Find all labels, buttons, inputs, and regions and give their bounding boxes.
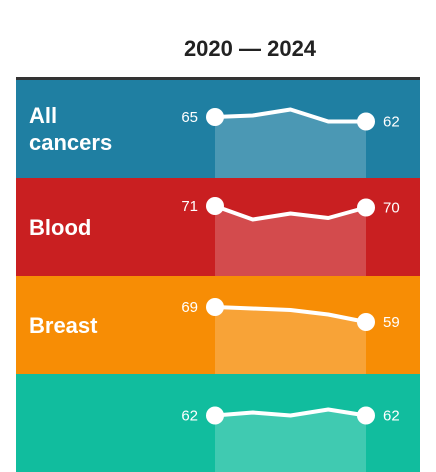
series-area bbox=[215, 206, 366, 276]
start-point bbox=[206, 197, 224, 215]
end-value-label: 62 bbox=[383, 408, 400, 425]
series-label: Blood bbox=[29, 214, 91, 241]
end-value-label: 70 bbox=[383, 200, 400, 217]
row-sparkline: 62 62 bbox=[16, 374, 420, 472]
start-point bbox=[206, 108, 224, 126]
chart-row: 71 70 Blood bbox=[16, 178, 420, 276]
end-value-label: 59 bbox=[383, 314, 400, 331]
start-point bbox=[206, 407, 224, 425]
end-point bbox=[357, 113, 375, 131]
start-value-label: 71 bbox=[181, 198, 198, 215]
series-label: Breast bbox=[29, 312, 97, 339]
end-point bbox=[357, 313, 375, 331]
start-value-label: 65 bbox=[181, 109, 198, 126]
end-point bbox=[357, 407, 375, 425]
end-point bbox=[357, 199, 375, 217]
chart-row: 69 59 Breast bbox=[16, 276, 420, 374]
chart-row: 62 62 bbox=[16, 374, 420, 472]
end-value-label: 62 bbox=[383, 114, 400, 131]
start-value-label: 62 bbox=[181, 408, 198, 425]
start-point bbox=[206, 298, 224, 316]
start-value-label: 69 bbox=[181, 299, 198, 316]
chart-title: 2020 — 2024 bbox=[32, 36, 436, 62]
series-area bbox=[215, 410, 366, 472]
